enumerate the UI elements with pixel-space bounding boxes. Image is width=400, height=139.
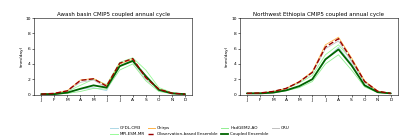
- Legend: GFDL-CM3, MPI-ESM-MR, Chirps, Observation-based Ensemble, HadGEM2-AO, Coupled En: GFDL-CM3, MPI-ESM-MR, Chirps, Observatio…: [109, 125, 291, 137]
- Title: Northwest Ethiopia CMIP5 coupled annual cycle: Northwest Ethiopia CMIP5 coupled annual …: [253, 12, 384, 17]
- Y-axis label: (mm/day): (mm/day): [19, 46, 23, 67]
- Y-axis label: (mm/day): (mm/day): [225, 46, 229, 67]
- Title: Awash basin CMIP5 coupled annual cycle: Awash basin CMIP5 coupled annual cycle: [56, 12, 170, 17]
